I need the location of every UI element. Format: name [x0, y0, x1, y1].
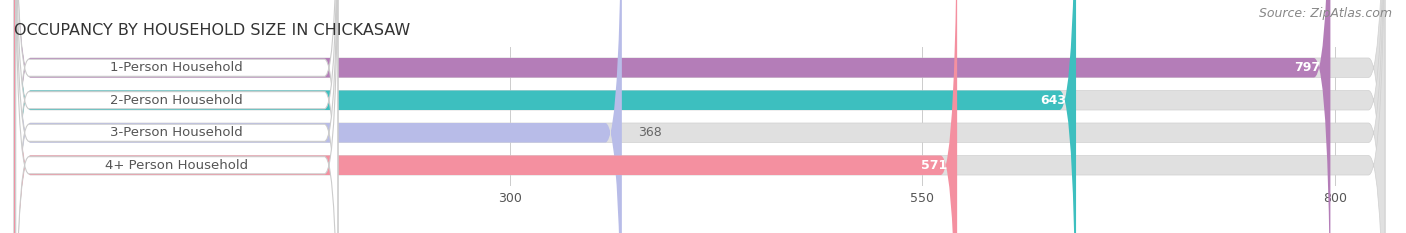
FancyBboxPatch shape [15, 0, 337, 233]
Text: Source: ZipAtlas.com: Source: ZipAtlas.com [1258, 7, 1392, 20]
FancyBboxPatch shape [14, 0, 957, 233]
Text: 3-Person Household: 3-Person Household [110, 126, 243, 139]
Text: OCCUPANCY BY HOUSEHOLD SIZE IN CHICKASAW: OCCUPANCY BY HOUSEHOLD SIZE IN CHICKASAW [14, 24, 411, 38]
Text: 4+ Person Household: 4+ Person Household [105, 159, 249, 172]
FancyBboxPatch shape [14, 0, 621, 233]
FancyBboxPatch shape [14, 0, 1385, 233]
FancyBboxPatch shape [15, 0, 337, 233]
Text: 797: 797 [1295, 61, 1320, 74]
FancyBboxPatch shape [14, 0, 1385, 233]
FancyBboxPatch shape [14, 0, 1385, 233]
FancyBboxPatch shape [14, 0, 1385, 233]
Text: 643: 643 [1040, 94, 1066, 107]
FancyBboxPatch shape [15, 0, 337, 233]
Text: 571: 571 [921, 159, 948, 172]
FancyBboxPatch shape [14, 0, 1076, 233]
FancyBboxPatch shape [14, 0, 1330, 233]
FancyBboxPatch shape [15, 0, 337, 233]
Text: 2-Person Household: 2-Person Household [110, 94, 243, 107]
Text: 368: 368 [638, 126, 662, 139]
Text: 1-Person Household: 1-Person Household [110, 61, 243, 74]
